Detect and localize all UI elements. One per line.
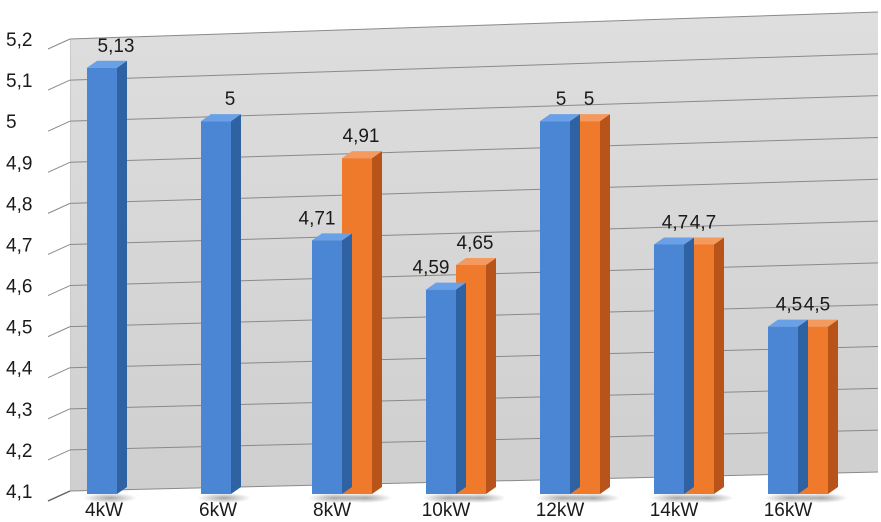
x-category-label: 10kW <box>422 500 471 521</box>
bar-top <box>201 114 241 122</box>
x-category-label: 8kW <box>313 500 351 521</box>
y-tick-label: 4,6 <box>6 277 32 298</box>
bar-side <box>342 233 352 494</box>
data-label: 4,7 <box>690 212 716 233</box>
bar-top <box>456 258 496 265</box>
bar-shadows <box>83 493 848 503</box>
bar-side <box>828 319 838 494</box>
bar-side <box>117 60 127 494</box>
bar-shadow <box>197 493 251 503</box>
bar <box>87 67 117 494</box>
bar <box>654 244 684 494</box>
y-tick-label: 4,8 <box>6 194 32 215</box>
data-label: 5,13 <box>98 36 135 57</box>
bar-shadow <box>83 493 137 503</box>
y-tick-label: 5,1 <box>6 71 32 92</box>
gridline <box>69 11 879 40</box>
y-tick-label: 4,4 <box>6 359 33 380</box>
bar-top <box>312 233 352 241</box>
y-axis-floor-line <box>47 490 71 502</box>
bar-shadow <box>650 493 704 503</box>
data-label: 5 <box>225 89 236 110</box>
bar-top <box>426 282 466 290</box>
bar-shadow <box>764 493 818 503</box>
data-label: 4,59 <box>413 258 450 279</box>
gridline-floor-edge <box>47 202 71 214</box>
x-category-label: 16kW <box>764 500 813 521</box>
bar-side <box>372 151 382 494</box>
data-label: 4,91 <box>343 126 380 147</box>
data-label: 4,71 <box>299 208 336 229</box>
gridline-floor-edge <box>47 367 71 379</box>
y-tick-label: 4,5 <box>6 318 32 339</box>
x-category-label: 12kW <box>536 500 585 521</box>
gridline-floor-edge <box>47 120 71 132</box>
y-tick-label: 4,3 <box>6 400 32 421</box>
bar-shadow <box>536 493 590 503</box>
gridline <box>69 53 879 81</box>
data-label: 5 <box>556 89 567 110</box>
bar-top <box>540 114 580 122</box>
x-category-label: 6kW <box>199 500 237 521</box>
gridline-floor-edge <box>47 408 71 420</box>
gridline-floor-edge <box>47 79 71 91</box>
y-axis-ticks: 4,1 4,2 4,3 4,4 4,5 4,6 4,7 4,8 4,9 5 5,1 5,2 <box>6 30 33 503</box>
bar-shadow <box>422 493 476 503</box>
bar <box>201 121 231 494</box>
bar <box>768 326 798 494</box>
bar-side <box>684 237 694 495</box>
bar-top <box>768 319 808 327</box>
x-category-label: 4kW <box>85 500 123 521</box>
gridline-floor-edge <box>47 38 71 50</box>
bars <box>87 60 838 495</box>
bar-side <box>456 282 466 494</box>
bar <box>540 121 570 494</box>
bar-side <box>486 258 496 494</box>
y-tick-label: 4,9 <box>6 153 32 174</box>
bar-top <box>342 151 382 159</box>
side-wall <box>70 39 71 491</box>
gridline-floor-edge <box>47 326 71 338</box>
gridline <box>69 95 879 122</box>
bar-top <box>654 237 694 245</box>
bar-side <box>231 114 241 494</box>
x-axis-labels: 4kW 6kW 8kW 10kW 12kW 14kW 16kW <box>85 500 812 521</box>
y-tick-label: 5 <box>6 112 17 133</box>
gridline-floor-edge <box>47 161 71 173</box>
y-tick-label: 4,2 <box>6 441 32 462</box>
data-label: 4,7 <box>662 212 688 233</box>
data-label: 5 <box>584 89 595 110</box>
data-label: 4,5 <box>804 295 830 316</box>
gridline-floor-edge <box>47 243 71 255</box>
y-tick-label: 4,1 <box>6 482 32 503</box>
bar <box>312 240 342 494</box>
bar-side <box>600 114 610 494</box>
bar-side <box>714 237 724 495</box>
x-category-label: 14kW <box>650 500 699 521</box>
data-label: 4,5 <box>776 295 802 316</box>
gridline-floor-edge <box>47 285 71 297</box>
bar-shadow <box>308 493 362 503</box>
gridline-floor-edge <box>47 449 71 461</box>
bar-side <box>570 114 580 494</box>
y-tick-label: 5,2 <box>6 30 32 51</box>
bar <box>426 289 456 494</box>
bar-top <box>87 60 127 68</box>
data-label: 4,65 <box>457 233 494 254</box>
y-tick-label: 4,7 <box>6 235 32 256</box>
bar-side <box>798 319 808 494</box>
